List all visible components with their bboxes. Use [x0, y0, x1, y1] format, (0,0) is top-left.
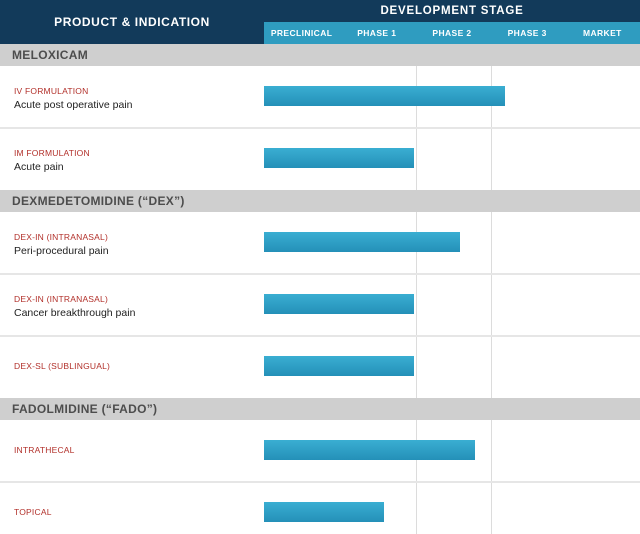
- stage-label-preclinical: PRECLINICAL: [270, 28, 333, 38]
- row-separator: [0, 335, 640, 337]
- stage-label-market: MARKET: [583, 28, 622, 38]
- row-indication: Cancer breakthrough pain: [14, 307, 136, 319]
- progress-bar: [264, 440, 475, 460]
- progress-bar: [264, 294, 414, 314]
- row-separator: [0, 273, 640, 275]
- product-indication-title: PRODUCT & INDICATION: [54, 15, 210, 29]
- row-formulation: DEX-IN (INTRANASAL): [14, 294, 109, 304]
- progress-bar: [264, 148, 414, 168]
- row-formulation: TOPICAL: [14, 507, 52, 517]
- stage-label-phase-2: PHASE 2: [432, 28, 472, 38]
- stage-gridline: [491, 44, 492, 534]
- group-label: FADOLMIDINE (“FADO”): [12, 402, 158, 416]
- row-separator: [0, 481, 640, 483]
- progress-bar: [264, 86, 505, 106]
- progress-bar: [264, 232, 460, 252]
- group-band-fadolmidine-fado: FADOLMIDINE (“FADO”): [0, 398, 640, 420]
- row-indication: Acute pain: [14, 161, 64, 173]
- row-formulation: IM FORMULATION: [14, 148, 90, 158]
- row-separator: [0, 127, 640, 129]
- row-formulation: DEX-SL (SUBLINGUAL): [14, 361, 111, 371]
- row-indication: Acute post operative pain: [14, 99, 133, 111]
- group-band-dexmedetomidine-dex: DEXMEDETOMIDINE (“DEX”): [0, 190, 640, 212]
- stage-gridline: [416, 44, 417, 534]
- row-formulation: DEX-IN (INTRANASAL): [14, 232, 109, 242]
- development-stage-title: DEVELOPMENT STAGE: [380, 5, 524, 17]
- stage-label-phase-1: PHASE 1: [357, 28, 397, 38]
- product-indication-header: PRODUCT & INDICATION: [0, 0, 264, 44]
- group-label: DEXMEDETOMIDINE (“DEX”): [12, 194, 185, 208]
- group-label: MELOXICAM: [12, 48, 89, 62]
- group-band-meloxicam: MELOXICAM: [0, 44, 640, 66]
- stage-label-phase-3: PHASE 3: [507, 28, 547, 38]
- progress-bar: [264, 502, 384, 522]
- development-stage-header: DEVELOPMENT STAGE: [264, 0, 640, 22]
- row-indication: Peri-procedural pain: [14, 245, 109, 257]
- row-formulation: INTRATHECAL: [14, 445, 75, 455]
- progress-bar: [264, 356, 414, 376]
- row-formulation: IV FORMULATION: [14, 86, 89, 96]
- stage-header-row: PRECLINICAL PHASE 1 PHASE 2 PHASE 3 MARKET: [264, 22, 640, 44]
